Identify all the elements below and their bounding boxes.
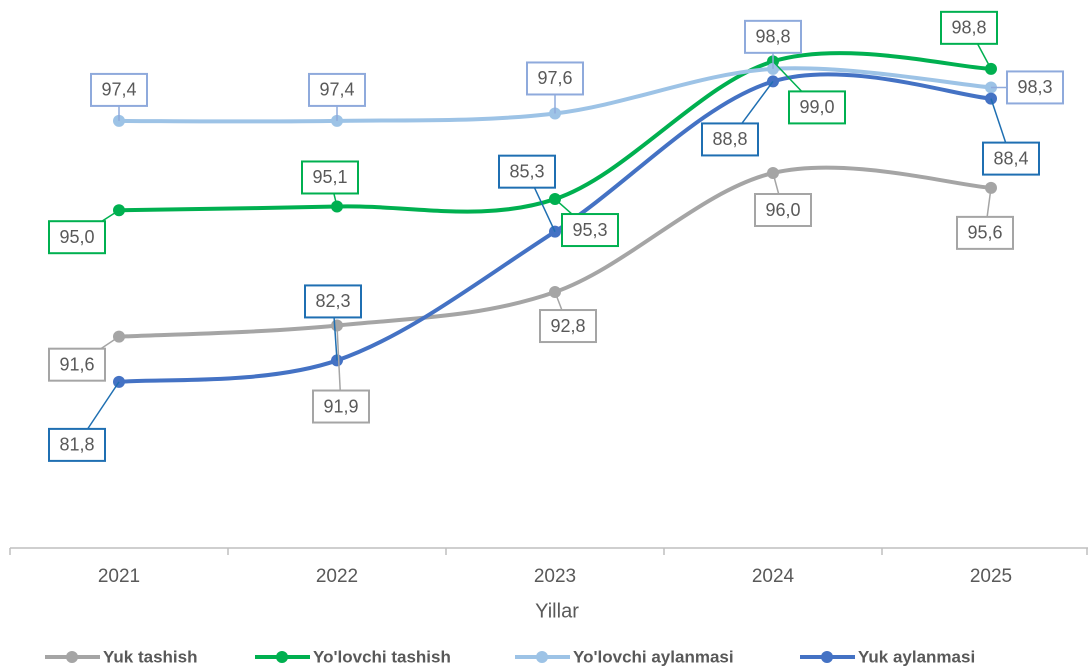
data-label: 95,3 [572,220,607,240]
label-box [90,72,148,107]
legend-label: Yuk tashish [103,647,197,666]
x-tick-label: 2021 [98,566,140,587]
legend-marker [66,651,78,663]
label-box [308,72,366,107]
data-label: 88,8 [712,129,747,149]
label-box [1006,70,1064,105]
label-box [539,309,597,344]
legend-label: Yo'lovchi aylanmasi [573,647,734,666]
label-box [301,160,359,195]
legend-marker [821,651,833,663]
x-axis-title: Yillar [535,600,579,622]
x-tick-label: 2023 [534,566,576,587]
label-box [312,389,370,424]
label-box [788,90,846,125]
x-tick-label: 2022 [316,566,358,587]
data-label: 91,9 [323,396,358,416]
label-box [561,213,619,248]
legend-marker [276,651,288,663]
data-label: 96,0 [765,200,800,220]
data-labels: 91,6 91,9 92,8 96,0 95,6 95,0 95,1 95,3 99,0 98,8… [48,10,1064,462]
label-box [982,141,1040,176]
data-label: 97,4 [319,80,354,100]
x-tick-label: 2024 [752,566,795,587]
label-box [526,61,584,96]
label-box [48,427,106,462]
data-label: 98,8 [755,27,790,47]
label-box [956,215,1014,250]
data-label: 95,0 [59,227,94,247]
data-label: 95,1 [312,167,347,187]
label-box [701,122,759,157]
data-label: 97,6 [537,68,572,88]
data-label: 88,4 [993,148,1028,168]
label-box [498,154,556,189]
label-box [48,347,106,382]
label-box [940,10,998,45]
label-box [48,220,106,255]
label-box [304,284,362,319]
data-label: 98,8 [951,18,986,38]
data-label: 92,8 [550,316,585,336]
data-label: 98,3 [1017,77,1052,97]
x-tick-label: 2025 [970,566,1012,587]
data-label: 85,3 [509,161,544,181]
legend-label: Yo'lovchi tashish [313,647,451,666]
legend-label: Yuk aylanmasi [858,647,975,666]
data-label: 97,4 [101,80,136,100]
data-label: 81,8 [59,435,94,455]
data-label: 82,3 [315,291,350,311]
legend-marker [536,651,548,663]
data-label: 95,6 [967,223,1002,243]
label-box [754,193,812,227]
data-label: 91,6 [59,354,94,374]
label-box [744,19,802,54]
data-label: 99,0 [799,97,834,117]
